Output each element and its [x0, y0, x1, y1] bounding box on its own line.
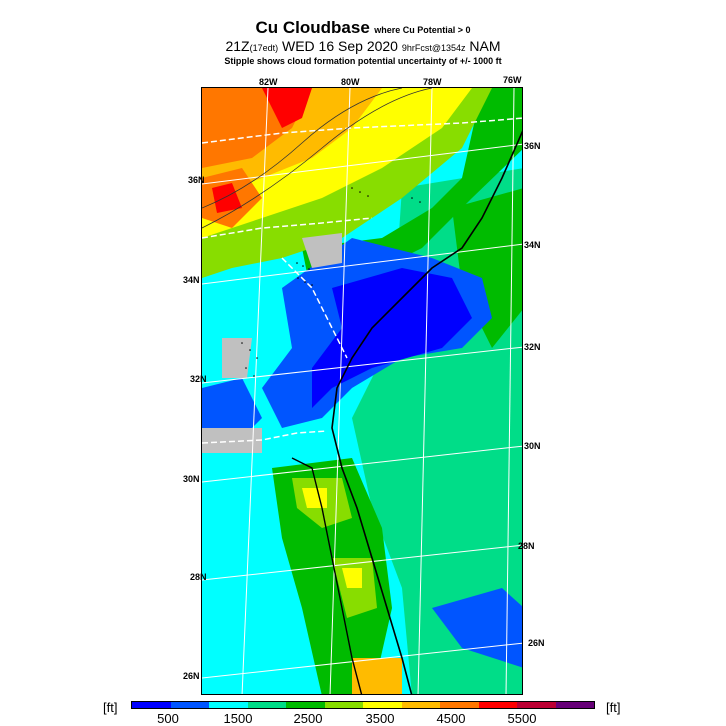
lat-label-left: 26N	[183, 671, 200, 681]
colorbar-tick: 5500	[507, 711, 537, 726]
forecast-hour: 9hrFcst@1354	[401, 43, 462, 53]
lat-label-left: 36N	[188, 175, 205, 185]
field-nw-red	[262, 88, 312, 128]
coastline	[331, 130, 522, 694]
lat-label-right: 30N	[524, 441, 541, 451]
field-nc-red	[212, 183, 242, 213]
field-ocean-deepgreen	[452, 188, 522, 348]
lon-label: 76W	[503, 75, 522, 85]
colorbar-unit-right: [ft]	[606, 700, 621, 715]
state-border	[281, 257, 348, 359]
colorbar-unit-left: [ft]	[103, 700, 118, 715]
field-fl-green	[272, 458, 392, 694]
stipple-uncertainty	[241, 187, 421, 377]
field-grey-patch	[222, 338, 252, 378]
colorbar-swatch	[247, 702, 286, 708]
colorbar-tick: 2500	[293, 711, 323, 726]
terrain-contour	[202, 88, 433, 229]
cloudbase-map	[201, 87, 523, 695]
colorbar-swatch	[478, 702, 517, 708]
field-fl-yellow	[342, 568, 362, 588]
colorbar-swatch	[324, 702, 363, 708]
forecast-line: 21Z(17edt) WED 16 Sep 2020 9hrFcst@1354z…	[0, 38, 726, 54]
lon-label: 82W	[259, 77, 278, 87]
colorbar-tick: 3500	[365, 711, 395, 726]
field-fl-orange	[352, 658, 402, 694]
valid-date: WED 16 Sep 2020	[282, 38, 398, 54]
lon-label: 78W	[423, 77, 442, 87]
valid-time: 21Z	[225, 38, 250, 54]
colorbar-tick: 1500	[223, 711, 253, 726]
lat-label-left: 32N	[190, 374, 207, 384]
gulf-coastline	[291, 457, 363, 694]
field-coast-darkblue	[312, 268, 472, 408]
colorbar	[131, 701, 595, 709]
state-border	[202, 117, 522, 144]
title-condition: where Cu Potential > 0	[374, 25, 471, 35]
colorbar-swatch	[401, 702, 440, 708]
chart-title: Cu Cloudbase where Cu Potential > 0	[0, 18, 726, 38]
local-time: (17edt)	[249, 43, 279, 53]
title-main: Cu Cloudbase	[255, 18, 370, 37]
field-grey-patch	[302, 233, 342, 268]
lat-label-right: 36N	[524, 141, 541, 151]
lat-label-right: 26N	[528, 638, 545, 648]
lat-label-right: 34N	[524, 240, 541, 250]
colorbar-swatch	[132, 702, 171, 708]
field-grey-patch	[202, 428, 262, 453]
colorbar-swatch	[555, 702, 594, 708]
lat-label-left: 28N	[190, 572, 207, 582]
stipple-note: Stipple shows cloud formation potential …	[224, 56, 502, 66]
lat-label-right: 28N	[518, 541, 535, 551]
lat-label-left: 30N	[183, 474, 200, 484]
model-name: NAM	[469, 38, 501, 54]
colorbar-swatch	[363, 702, 402, 708]
state-border	[202, 217, 373, 239]
state-border	[202, 430, 328, 444]
terrain-contour	[202, 88, 403, 209]
lon-label: 80W	[341, 77, 360, 87]
lat-lon-grid	[202, 88, 522, 694]
colorbar-swatch	[517, 702, 556, 708]
map-field	[202, 88, 522, 694]
colorbar-swatch	[440, 702, 479, 708]
field-bahamas-blue	[432, 588, 522, 668]
lat-label-left: 34N	[183, 275, 200, 285]
colorbar-tick: 4500	[436, 711, 466, 726]
colorbar-tick: 500	[157, 711, 179, 726]
lat-label-right: 32N	[524, 342, 541, 352]
colorbar-swatch	[170, 702, 209, 708]
forecast-zulu-mark: z	[461, 43, 466, 53]
colorbar-swatch	[286, 702, 325, 708]
colorbar-swatch	[209, 702, 248, 708]
